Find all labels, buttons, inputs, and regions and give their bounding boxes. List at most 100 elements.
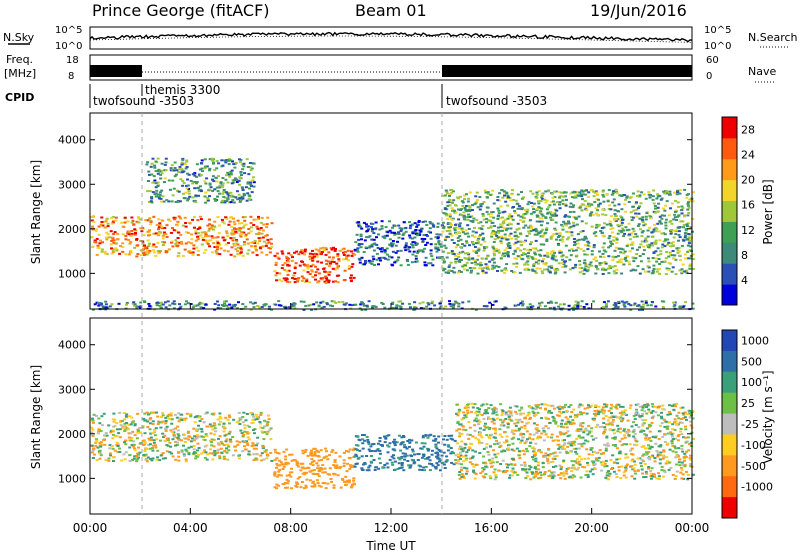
heatmap-cell <box>345 470 349 473</box>
heatmap-cell <box>90 431 94 434</box>
heatmap-cell <box>680 444 684 447</box>
heatmap-cell <box>492 409 496 412</box>
heatmap-cell <box>618 261 622 264</box>
heatmap-cell <box>111 236 115 239</box>
heatmap-cell <box>135 220 139 223</box>
heatmap-cell <box>249 308 253 311</box>
heatmap-cell <box>369 455 373 457</box>
heatmap-cell <box>522 196 525 199</box>
heatmap-cell <box>473 403 477 405</box>
heatmap-cell <box>404 244 408 247</box>
heatmap-cell <box>148 428 152 431</box>
heatmap-cell <box>109 431 113 434</box>
heatmap-cell <box>147 444 151 447</box>
heatmap-cell <box>199 190 203 192</box>
heatmap-cell <box>384 226 388 229</box>
heatmap-cell <box>686 244 690 247</box>
heatmap-cell <box>493 478 497 481</box>
heatmap-cell <box>538 211 542 214</box>
heatmap-cell <box>641 308 644 311</box>
heatmap-cell <box>132 223 136 226</box>
heatmap-cell <box>388 458 392 461</box>
heatmap-cell <box>584 263 588 266</box>
heatmap-cell <box>252 453 256 456</box>
heatmap-cell <box>438 233 442 236</box>
heatmap-cell <box>529 219 532 222</box>
heatmap-cell <box>113 418 117 421</box>
heatmap-cell <box>646 265 650 268</box>
heatmap-cell <box>241 189 245 191</box>
heatmap-cell <box>682 226 685 229</box>
heatmap-cell <box>579 305 583 308</box>
heatmap-cell <box>420 237 424 240</box>
heatmap-cell <box>141 227 145 229</box>
heatmap-cell <box>400 442 403 445</box>
heatmap-cell <box>119 421 123 423</box>
heatmap-cell <box>406 440 410 442</box>
heatmap-cell <box>273 458 277 461</box>
heatmap-cell <box>532 450 536 453</box>
heatmap-cell <box>396 259 400 262</box>
heatmap-cell <box>131 430 135 433</box>
heatmap-cell <box>477 440 481 443</box>
heatmap-cell <box>686 250 690 253</box>
heatmap-cell <box>686 204 690 207</box>
heatmap-cell <box>522 252 525 255</box>
heatmap-cell <box>115 422 119 425</box>
heatmap-cell <box>656 451 660 454</box>
heatmap-cell <box>426 301 430 304</box>
heatmap-cell <box>131 459 135 462</box>
heatmap-cell <box>305 278 309 281</box>
heatmap-cell <box>178 217 182 219</box>
heatmap-cell <box>466 403 469 406</box>
heatmap-cell <box>623 301 627 304</box>
heatmap-cell <box>203 445 207 448</box>
heatmap-cell <box>509 199 513 202</box>
heatmap-cell <box>315 301 319 304</box>
heatmap-cell <box>258 247 262 250</box>
heatmap-cell <box>122 412 126 414</box>
heatmap-cell <box>487 226 490 229</box>
heatmap-cell <box>683 236 687 239</box>
heatmap-cell <box>542 439 546 442</box>
heatmap-cell <box>166 415 170 418</box>
heatmap-cell <box>602 249 606 252</box>
heatmap-cell <box>508 418 512 421</box>
heatmap-cell <box>102 412 106 415</box>
heatmap-cell <box>288 281 292 284</box>
heatmap-cell <box>466 216 470 219</box>
heatmap-cell <box>413 236 417 239</box>
heatmap-cell <box>265 253 269 256</box>
heatmap-cell <box>285 278 289 281</box>
heatmap-cell <box>261 236 265 239</box>
heatmap-cell <box>240 163 244 166</box>
heatmap-cell <box>112 239 116 242</box>
heatmap-cell <box>187 190 191 193</box>
heatmap-cell <box>127 423 131 426</box>
heatmap-cell <box>238 183 242 186</box>
heatmap-cell <box>576 430 580 432</box>
heatmap-cell <box>250 191 254 194</box>
heatmap-cell <box>348 467 352 470</box>
heatmap-cell <box>641 268 645 271</box>
heatmap-cell <box>103 252 107 255</box>
heatmap-cell <box>659 253 663 255</box>
heatmap-cell <box>561 266 565 269</box>
heatmap-cell <box>224 178 228 181</box>
heatmap-cell <box>491 461 495 464</box>
heatmap-cell <box>356 449 359 451</box>
heatmap-cell <box>161 432 165 435</box>
heatmap-cell <box>600 227 604 230</box>
heatmap-cell <box>151 191 155 194</box>
heatmap-cell <box>144 453 148 456</box>
heatmap-cell <box>167 218 171 221</box>
heatmap-cell <box>444 271 448 274</box>
heatmap-cell <box>356 435 360 438</box>
heatmap-cell <box>219 417 223 420</box>
heatmap-cell <box>343 303 347 306</box>
heatmap-cell <box>213 433 216 436</box>
heatmap-cell <box>623 428 626 431</box>
heatmap-cell <box>462 268 466 271</box>
heatmap-cell <box>656 210 660 213</box>
heatmap-cell <box>571 464 575 467</box>
